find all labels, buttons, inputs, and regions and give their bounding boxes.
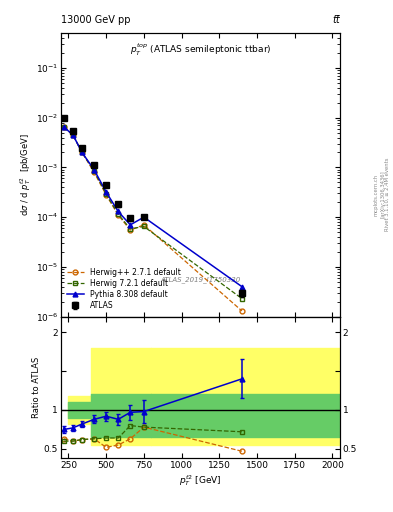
Legend: Herwig++ 2.7.1 default, Herwig 7.2.1 default, Pythia 8.308 default, ATLAS: Herwig++ 2.7.1 default, Herwig 7.2.1 def… [65,265,183,313]
Text: ATLAS_2019_I1750330: ATLAS_2019_I1750330 [160,276,241,283]
Text: 13000 GeV pp: 13000 GeV pp [61,14,130,25]
Pythia 8.308 default [71,132,75,138]
Pythia 8.308 default [104,189,108,195]
Line: Herwig++ 2.7.1 default: Herwig++ 2.7.1 default [61,124,244,313]
Y-axis label: Ratio to ATLAS: Ratio to ATLAS [32,357,41,418]
Herwig++ 2.7.1 default [71,132,75,138]
Text: [arXiv:1306.3436]: [arXiv:1306.3436] [379,170,384,219]
Herwig 7.2.1 default [116,211,121,217]
Pythia 8.308 default [240,284,244,290]
Herwig++ 2.7.1 default [80,150,84,156]
Herwig 7.2.1 default [71,132,75,138]
Herwig 7.2.1 default [128,226,133,232]
Pythia 8.308 default [128,222,133,228]
Pythia 8.308 default [62,124,66,130]
Herwig++ 2.7.1 default [240,308,244,314]
Text: Rivet 3.1.10, ≥ 2.4M events: Rivet 3.1.10, ≥ 2.4M events [385,158,390,231]
Line: Herwig 7.2.1 default: Herwig 7.2.1 default [61,124,244,301]
Text: mcplots.cern.ch: mcplots.cern.ch [373,174,378,216]
Herwig 7.2.1 default [62,124,66,130]
Text: $p_T^{top}$ (ATLAS semileptonic ttbar): $p_T^{top}$ (ATLAS semileptonic ttbar) [130,42,271,58]
Herwig 7.2.1 default [92,168,96,174]
Herwig++ 2.7.1 default [92,169,96,175]
Pythia 8.308 default [141,214,146,220]
Pythia 8.308 default [116,208,121,215]
Herwig++ 2.7.1 default [128,227,133,233]
Line: Pythia 8.308 default: Pythia 8.308 default [61,124,244,289]
Herwig++ 2.7.1 default [141,222,146,228]
X-axis label: $p_T^{t2}$ [GeV]: $p_T^{t2}$ [GeV] [179,473,222,488]
Herwig++ 2.7.1 default [116,212,121,218]
Herwig 7.2.1 default [240,295,244,302]
Pythia 8.308 default [92,166,96,173]
Herwig++ 2.7.1 default [62,124,66,130]
Herwig++ 2.7.1 default [104,192,108,198]
Y-axis label: d$\sigma$ / d $p_T^{t2}$  [pb/GeV]: d$\sigma$ / d $p_T^{t2}$ [pb/GeV] [18,134,33,216]
Text: tt̅: tt̅ [332,14,340,25]
Herwig 7.2.1 default [80,150,84,156]
Herwig 7.2.1 default [104,191,108,197]
Pythia 8.308 default [80,150,84,156]
Herwig 7.2.1 default [141,223,146,229]
